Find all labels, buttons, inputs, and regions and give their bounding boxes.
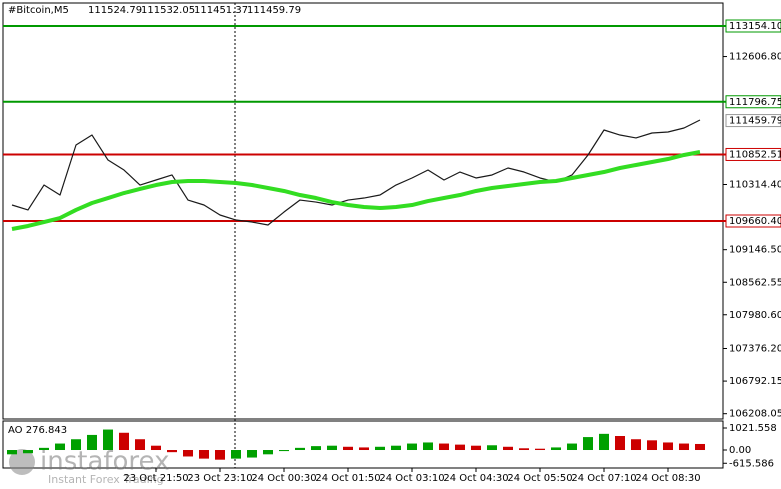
osc-bar <box>535 448 545 451</box>
osc-bar <box>103 429 113 451</box>
osc-bar <box>247 450 257 458</box>
osc-bar <box>359 447 369 451</box>
osc-bar <box>551 447 561 451</box>
price-label-box <box>725 114 781 128</box>
osc-bar <box>167 450 177 453</box>
osc-bar <box>631 439 641 451</box>
level-label-box <box>725 95 781 109</box>
y-tick-label: 106208.05 <box>729 409 781 420</box>
osc-bar <box>151 445 161 451</box>
low: 111451.37 <box>194 5 248 16</box>
y-tick-label: 112606.80 <box>729 52 781 63</box>
osc-bar <box>567 443 577 451</box>
watermark: instaforex Instant Forex Trading <box>9 447 169 486</box>
osc-bar <box>71 439 81 451</box>
x-tick-label: 24 Oct 04:30 <box>443 473 508 484</box>
y-tick-label: 110314.40 <box>729 179 781 190</box>
osc-bar <box>679 443 689 451</box>
osc-bar <box>87 434 97 451</box>
osc-bar <box>311 446 321 451</box>
osc-bar <box>423 442 433 451</box>
x-tick-label: 24 Oct 01:50 <box>315 473 380 484</box>
osc-bar <box>391 445 401 451</box>
oscillator-label: AO 276.843 <box>8 425 67 436</box>
level-label: 109660.40 <box>729 216 781 227</box>
osc-bar <box>343 446 353 451</box>
symbol: #Bitcoin,M5 <box>8 5 69 16</box>
moving-average <box>11 150 701 231</box>
osc-bar <box>471 445 481 451</box>
x-tick-label: 24 Oct 03:10 <box>379 473 444 484</box>
osc-bar <box>55 443 65 451</box>
level-label: 111796.75 <box>729 97 781 108</box>
osc-bar <box>231 450 241 459</box>
osc-bar <box>199 450 209 459</box>
main-pane <box>2 2 724 420</box>
high: 111532.05 <box>141 5 195 16</box>
y-tick-label: 109146.50 <box>729 245 781 256</box>
osc-bar <box>695 443 705 451</box>
osc-bar <box>583 437 593 451</box>
level-label: 113154.10 <box>729 21 781 32</box>
osc-bar <box>663 442 673 451</box>
osc-bar <box>215 450 225 460</box>
y-tick-label: 107376.20 <box>729 343 781 354</box>
osc-bar <box>183 450 193 457</box>
x-tick-label: 24 Oct 07:10 <box>571 473 636 484</box>
level-label-box <box>725 147 781 161</box>
osc-bar <box>487 445 497 451</box>
osc-bar <box>439 443 449 451</box>
level-label: 110852.51 <box>729 149 781 160</box>
open: 111524.79 <box>88 5 142 16</box>
osc-bar <box>295 447 305 451</box>
osc-bar <box>407 443 417 451</box>
oscillator-pane <box>2 420 724 469</box>
osc-bar <box>599 433 609 451</box>
level-label-box <box>725 19 781 33</box>
tagline: Instant Forex Trading <box>48 473 164 486</box>
osc-tick-label: 1021.558 <box>729 423 777 434</box>
y-tick-label: 108562.55 <box>729 277 781 288</box>
y-tick-label: 106792.15 <box>729 376 781 387</box>
osc-bar <box>119 432 129 451</box>
osc-bar <box>519 448 529 451</box>
osc-bar <box>503 446 513 451</box>
osc-bar <box>7 450 17 455</box>
x-tick-label: 24 Oct 08:30 <box>635 473 700 484</box>
osc-bar <box>263 450 273 455</box>
osc-tick-label: -615.586 <box>729 458 774 469</box>
y-tick-label: 107980.60 <box>729 310 781 321</box>
osc-bar <box>455 444 465 451</box>
x-tick-label: 24 Oct 00:30 <box>251 473 316 484</box>
osc-bar <box>279 450 289 452</box>
level-label-box <box>725 214 781 228</box>
x-tick-label: 23 Oct 21:50 <box>123 473 188 484</box>
osc-bar <box>375 446 385 451</box>
osc-bar <box>39 447 49 451</box>
price-line <box>11 119 701 226</box>
osc-bar <box>615 436 625 451</box>
osc-bar <box>647 440 657 451</box>
osc-bar <box>135 439 145 451</box>
x-tick-label: 23 Oct 23:10 <box>187 473 252 484</box>
x-tick-label: 24 Oct 05:50 <box>507 473 572 484</box>
osc-bar <box>23 450 33 454</box>
logo <box>9 449 35 475</box>
price-label: 111459.79 <box>729 116 781 127</box>
osc-tick-label: 0.00 <box>729 445 751 456</box>
close: 111459.79 <box>247 5 301 16</box>
osc-bar <box>327 445 337 451</box>
brand: instaforex <box>40 447 169 477</box>
